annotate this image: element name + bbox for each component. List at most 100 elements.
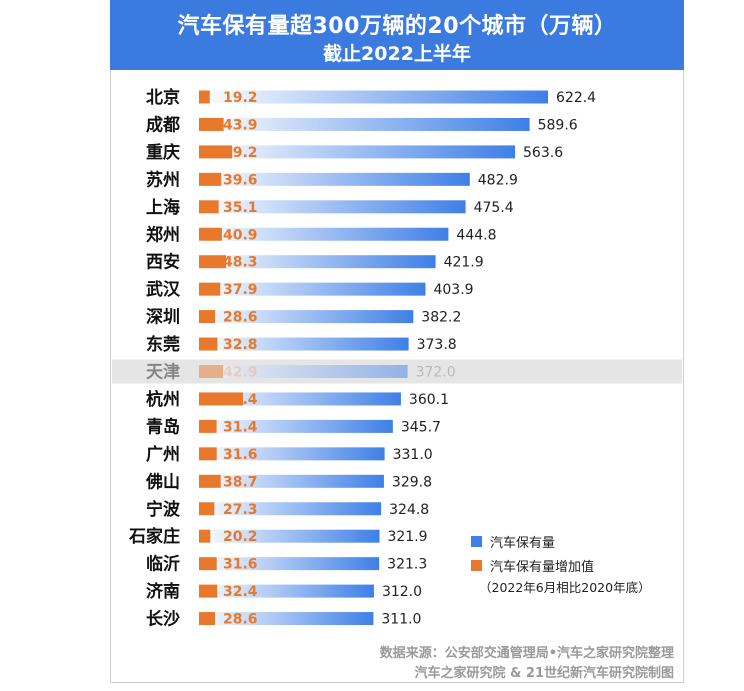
category-label: 北京 <box>146 87 180 108</box>
total-value-label: 321.3 <box>387 557 427 573</box>
increase-value-label: 31.6 <box>223 557 258 573</box>
increase-bar <box>199 392 243 406</box>
total-bar <box>199 282 426 296</box>
total-bar <box>199 145 516 159</box>
increase-value-label: 28.6 <box>223 310 258 326</box>
increase-bar <box>199 502 215 516</box>
increase-bar <box>199 337 218 351</box>
category-label: 成都 <box>146 114 180 135</box>
category-label: 杭州 <box>146 389 180 410</box>
total-bar <box>199 447 385 461</box>
increase-value-label: 78.4 <box>223 392 258 408</box>
legend-item-total: 汽车保有量 <box>471 532 555 551</box>
increase-bar <box>199 200 219 214</box>
total-value-label: 373.8 <box>417 337 457 353</box>
category-label: 天津 <box>146 362 180 383</box>
total-bar <box>199 529 380 543</box>
category-label: 石家庄 <box>128 526 180 547</box>
source-line-1: 数据来源：公安部交通管理局•汽车之家研究院整理 <box>379 646 674 661</box>
increase-bar <box>199 172 222 186</box>
increase-value-label: 31.4 <box>223 419 258 435</box>
total-bar <box>199 612 374 626</box>
total-bar <box>199 584 374 598</box>
chart-subtitle: 截止2022上半年 <box>323 43 471 65</box>
total-value-label: 331.0 <box>393 447 433 463</box>
category-label: 重庆 <box>146 142 180 163</box>
total-value-label: 360.1 <box>409 392 449 408</box>
increase-bar <box>199 447 217 461</box>
increase-bar <box>199 282 221 296</box>
legend-swatch-increase <box>471 560 482 571</box>
category-label: 东莞 <box>146 334 180 355</box>
increase-bar <box>199 557 217 571</box>
increase-bar <box>199 227 222 241</box>
total-value-label: 444.8 <box>456 227 496 243</box>
increase-value-label: 20.2 <box>223 529 258 545</box>
increase-value-label: 32.4 <box>223 584 258 600</box>
total-value-label: 421.9 <box>444 255 484 271</box>
increase-bar <box>199 584 218 598</box>
category-label: 郑州 <box>146 224 180 245</box>
category-label: 宁波 <box>146 499 181 520</box>
increase-value-label: 19.2 <box>223 90 258 106</box>
total-value-label: 329.8 <box>392 474 432 490</box>
total-bar <box>199 310 414 324</box>
total-bar <box>199 557 380 571</box>
total-value-label: 403.9 <box>433 282 473 298</box>
legend-note-increase: （2022年6月相比2020年底） <box>479 580 651 595</box>
increase-bar <box>199 529 211 543</box>
legend-swatch-total <box>471 536 482 547</box>
total-bar <box>199 172 470 186</box>
total-value-label: 311.0 <box>381 612 421 628</box>
total-bar <box>199 474 384 488</box>
category-label: 长沙 <box>146 609 180 630</box>
increase-bar <box>199 255 227 269</box>
total-bar <box>199 227 449 241</box>
increase-value-label: 31.6 <box>223 447 258 463</box>
increase-bar <box>199 117 224 131</box>
increase-value-label: 39.6 <box>223 172 258 188</box>
total-value-label: 324.8 <box>389 502 429 518</box>
category-label: 临沂 <box>146 554 180 575</box>
category-label: 深圳 <box>146 307 180 328</box>
source-line-2: 汽车之家研究院 & 21世纪新汽车研究院制图 <box>414 666 674 681</box>
category-label: 武汉 <box>146 279 181 300</box>
increase-bar <box>199 419 217 433</box>
total-value-label: 589.6 <box>538 117 578 133</box>
legend-label-increase: 汽车保有量增加值 <box>490 560 595 575</box>
chart-header: 汽车保有量超300万辆的20个城市（万辆） 截止2022上半年 <box>110 0 684 70</box>
total-bar <box>199 255 436 269</box>
category-label: 西安 <box>146 252 180 273</box>
increase-bar <box>199 90 210 104</box>
increase-value-label: 37.9 <box>223 282 258 298</box>
category-label: 青岛 <box>146 416 180 437</box>
increase-value-label: 35.1 <box>223 200 258 216</box>
legend-label-total: 汽车保有量 <box>490 536 556 551</box>
increase-value-label: 27.3 <box>223 502 258 518</box>
increase-bar <box>199 474 221 488</box>
increase-value-label: 38.7 <box>223 474 258 490</box>
total-value-label: 321.9 <box>387 529 427 545</box>
increase-bar <box>199 612 216 626</box>
legend-item-increase: 汽车保有量增加值 （2022年6月相比2020年底） <box>471 556 651 596</box>
total-value-label: 312.0 <box>382 584 422 600</box>
increase-bar <box>199 310 216 324</box>
total-bar <box>199 502 382 516</box>
category-label: 济南 <box>146 581 180 602</box>
increase-value-label: 28.6 <box>223 612 258 628</box>
total-bar <box>199 200 466 214</box>
total-bar <box>199 117 530 131</box>
total-bar <box>199 90 548 104</box>
chart-title: 汽车保有量超300万辆的20个城市（万辆） <box>177 14 617 39</box>
total-value-label: 482.9 <box>478 172 518 188</box>
category-label: 佛山 <box>145 471 180 492</box>
increase-value-label: 59.2 <box>223 145 258 161</box>
total-value-label: 345.7 <box>401 419 441 435</box>
highlight-overlay <box>199 364 548 379</box>
category-label: 广州 <box>146 444 180 465</box>
total-bar <box>199 419 393 433</box>
category-label: 上海 <box>146 197 180 218</box>
increase-value-label: 32.8 <box>223 337 258 353</box>
total-value-label: 475.4 <box>474 200 514 216</box>
